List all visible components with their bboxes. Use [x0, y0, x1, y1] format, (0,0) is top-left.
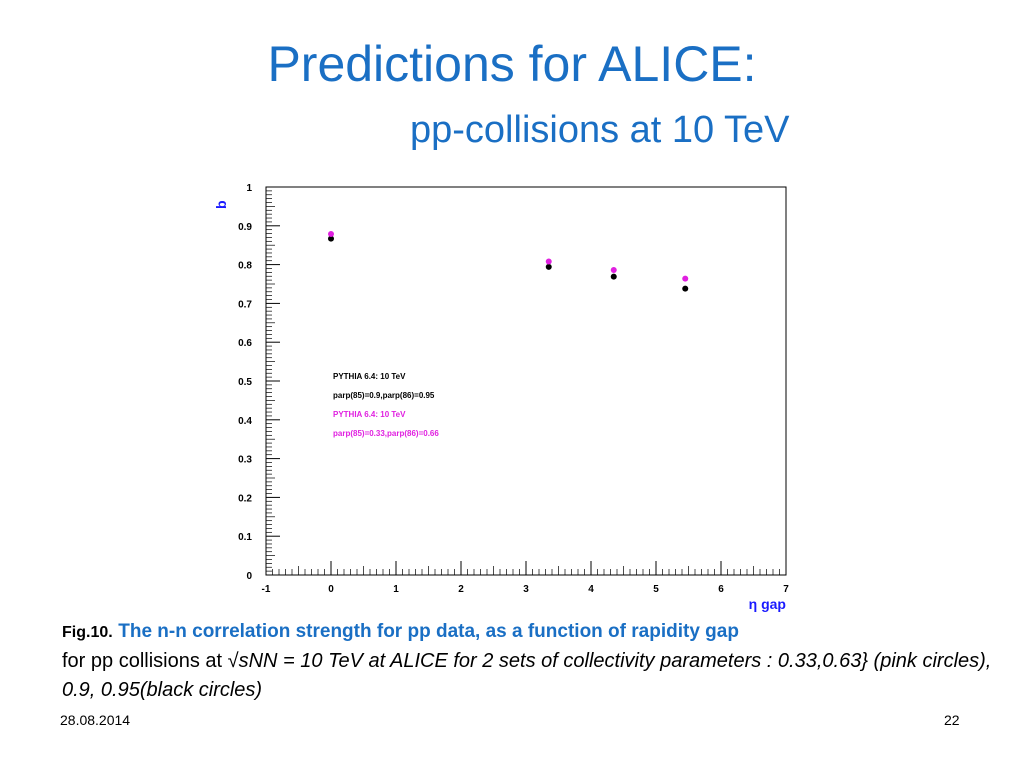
legend-entry-params: parp(85)=0.33,parp(86)=0.66 [333, 429, 439, 438]
y-tick-label: 0.7 [238, 299, 252, 310]
caption-details: √sNN = 10 TeV at ALICE for 2 sets of col… [62, 650, 992, 701]
figure-label: Fig.10. [62, 624, 113, 641]
slide-page-number: 22 [944, 712, 960, 728]
scatter-chart: 0 0.1 0.2 0.3 0.4 0.5 0.6 0.7 0.8 0.9 1 -1 0 1 2 3 4 5 6 7η… [213, 183, 789, 612]
caption-plain: for pp collisions at [62, 650, 223, 672]
x-tick-label: 5 [653, 584, 659, 595]
data-point [610, 267, 617, 274]
data-point [545, 263, 552, 270]
x-tick-label: -1 [262, 584, 271, 595]
x-tick-label: 6 [718, 584, 724, 595]
y-tick-label: 0.9 [238, 222, 252, 233]
y-tick-label: 0.6 [238, 338, 252, 349]
data-point [682, 285, 689, 292]
data-point [545, 258, 552, 265]
y-tick-label: 0.2 [238, 493, 252, 504]
slide-date: 28.08.2014 [60, 712, 131, 728]
y-tick-label: 0.3 [238, 455, 252, 466]
y-axis-title: b [213, 200, 229, 209]
legend-entry-title: PYTHIA 6.4: 10 TeV [333, 410, 406, 419]
data-point [328, 235, 334, 242]
x-tick-label: 0 [328, 584, 334, 595]
y-tick-label: 0.4 [238, 416, 252, 427]
slide-subtitle: pp-collisions at 10 TeV [410, 109, 790, 151]
y-tick-label: 0 [246, 571, 252, 582]
legend-entry-params: parp(85)=0.9,parp(86)=0.95 [333, 391, 435, 400]
x-tick-label: 3 [523, 584, 529, 595]
data-point [682, 275, 689, 282]
x-axis-title: η gap [749, 596, 786, 612]
x-tick-label: 4 [588, 584, 594, 595]
x-tick-label: 1 [393, 584, 399, 595]
y-tick-label: 0.5 [238, 377, 252, 388]
data-point [610, 273, 617, 280]
slide-title: Predictions for ALICE: [267, 36, 757, 92]
y-tick-label: 0.8 [238, 261, 252, 272]
y-tick-label: 1 [246, 183, 252, 194]
y-tick-label: 0.1 [238, 532, 252, 543]
x-tick-label: 2 [458, 584, 464, 595]
x-tick-label: 7 [783, 584, 789, 595]
caption-headline: The n-n correlation strength for pp data… [118, 621, 739, 642]
legend-entry-title: PYTHIA 6.4: 10 TeV [333, 372, 406, 381]
figure-caption: Fig.10. The n-n correlation strength for… [62, 617, 1002, 705]
data-point [328, 230, 334, 237]
